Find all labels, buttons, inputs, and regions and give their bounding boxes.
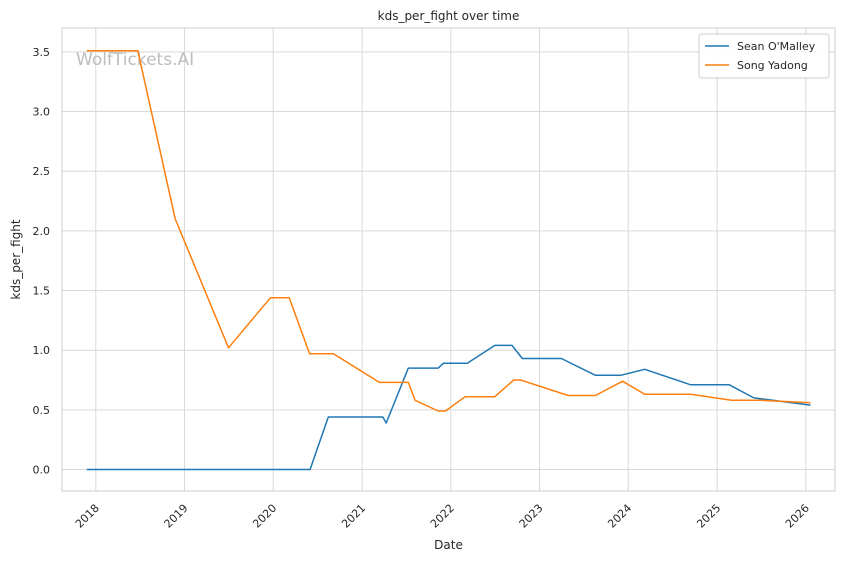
grid	[62, 28, 835, 491]
plot-frame	[61, 27, 836, 492]
legend: Sean O'Malley Song Yadong	[698, 33, 830, 79]
y-axis-title: kds_per_fight	[9, 219, 23, 300]
y-tick-label: 1.0	[33, 344, 51, 357]
y-tick-label: 0.0	[33, 464, 51, 477]
y-tick-label: 2.5	[33, 165, 51, 178]
series-lines	[86, 49, 811, 471]
y-tick-label: 0.5	[33, 404, 51, 417]
y-axis-ticks: 0.0 0.5 1.0 1.5 2.0 2.5 3.0 3.5	[33, 46, 51, 477]
y-tick-label: 2.0	[33, 225, 51, 238]
legend-label-1: Song Yadong	[737, 59, 808, 72]
series-line-1	[86, 49, 811, 412]
legend-box	[698, 33, 830, 79]
y-tick-label: 3.0	[33, 106, 51, 119]
watermark-text: WolfTickets.AI	[76, 50, 194, 70]
y-tick-label: 3.5	[33, 46, 51, 59]
series-line-0	[86, 344, 811, 471]
chart-title: kds_per_fight over time	[378, 9, 520, 23]
y-tick-label: 1.5	[33, 285, 51, 298]
legend-label-0: Sean O'Malley	[737, 40, 816, 53]
x-axis-title: Date	[434, 538, 463, 552]
